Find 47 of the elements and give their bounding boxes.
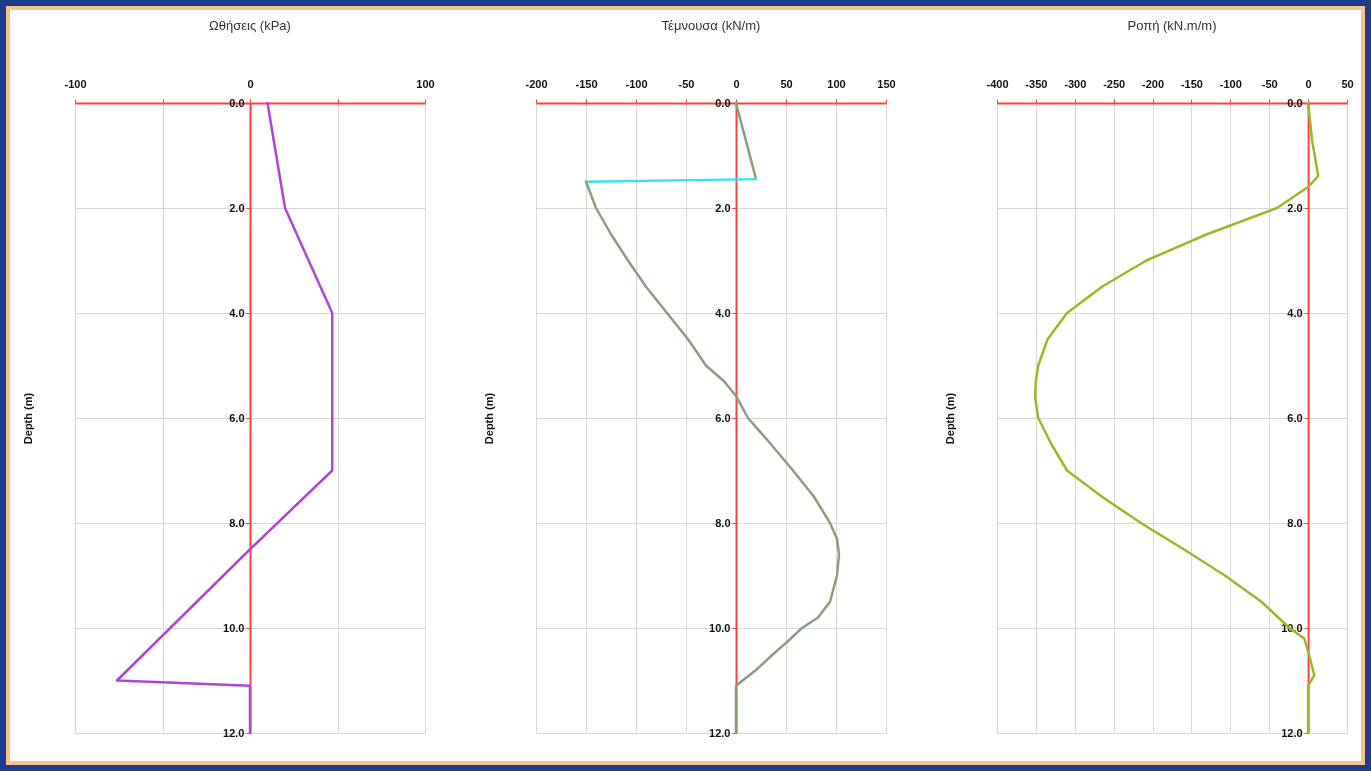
y-axis-title: Depth (m) [482,392,495,445]
y-tick-label: 8.0 [715,516,731,529]
x-tick-label: -250 [1103,77,1126,90]
x-tick-label: 0 [1305,77,1312,90]
y-tick-label: 4.0 [715,306,731,319]
x-tick-label: -200 [525,77,548,90]
x-tick-label: -400 [986,77,1009,90]
x-tick-label: 50 [780,77,793,90]
x-tick-label: -300 [1064,77,1087,90]
y-tick-label: 8.0 [1287,516,1303,529]
x-tick-label: -50 [1261,77,1278,90]
y-axis-title: Depth (m) [943,392,956,445]
x-tick-label: -100 [625,77,648,90]
x-tick-label: 50 [1341,77,1354,90]
x-tick-label: -200 [1142,77,1165,90]
chart-title: Τέμνουσα (kN/m) [661,18,761,33]
x-tick-label: 0 [733,77,740,90]
y-tick-label: 4.0 [1287,306,1303,319]
chart-title: Ωθήσεις (kPa) [209,18,291,33]
x-tick-label: 100 [416,77,435,90]
x-tick-label: -150 [1180,77,1203,90]
y-tick-label: 4.0 [229,306,245,319]
x-tick-label: -350 [1025,77,1048,90]
x-tick-label: 100 [827,77,846,90]
x-tick-label: -100 [1219,77,1242,90]
y-tick-label: 10.0 [223,621,245,634]
y-tick-label: 2.0 [715,201,731,214]
y-tick-label: 10.0 [709,621,731,634]
y-tick-label: 6.0 [1287,411,1303,424]
x-tick-label: -50 [678,77,695,90]
x-tick-label: 0 [247,77,254,90]
line-series [115,101,334,735]
line-series [584,180,841,735]
y-tick-label: 12.0 [1281,726,1303,739]
x-tick-label: 150 [877,77,896,90]
y-tick-label: 12.0 [223,726,245,739]
y-tick-label: 2.0 [1287,201,1303,214]
line-series [1033,101,1320,735]
y-tick-label: 2.0 [229,201,245,214]
y-tick-label: 12.0 [709,726,731,739]
chart-title: Ροπή (kN.m/m) [1127,18,1217,33]
y-tick-label: 6.0 [715,411,731,424]
x-tick-label: -100 [64,77,87,90]
y-tick-label: 8.0 [229,516,245,529]
y-axis-title: Depth (m) [21,392,34,445]
x-tick-label: -150 [575,77,598,90]
y-tick-label: 6.0 [229,411,245,424]
